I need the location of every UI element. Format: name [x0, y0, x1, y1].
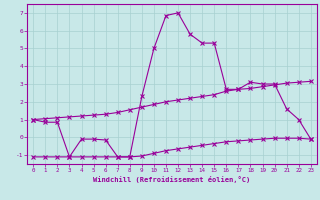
X-axis label: Windchill (Refroidissement éolien,°C): Windchill (Refroidissement éolien,°C) — [93, 176, 251, 183]
